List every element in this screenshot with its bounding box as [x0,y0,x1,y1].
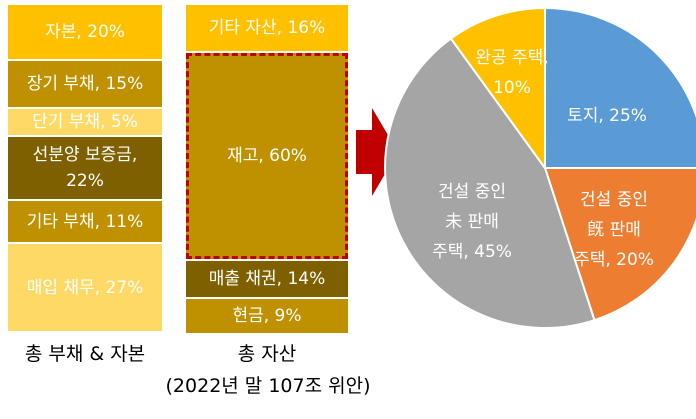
pie-slice-label-line: 10% [493,78,531,98]
pie-slice-label-line: 旣 판매 [587,220,641,240]
pie-slice-label-line: 未 판매 [445,212,499,232]
pie-slice-label-line: 완공 주택, [475,48,549,68]
segment-cash: 현금, 9% [186,299,348,333]
pie-slice-label-line: 주택, 20% [574,250,654,270]
segment-label: 기타 자산, 16% [208,18,326,38]
segment-label: 현금, 9% [232,306,302,326]
segment-receivables: 매출 채권, 14% [186,261,348,297]
pie-slice-label-line: 주택, 45% [432,242,512,262]
segment-label: 자본, 20% [45,22,125,42]
segment-label: 재고, 60% [227,146,307,166]
segment-label: 기타 부채, 11% [26,211,144,232]
segment-label: 매출 채권, 14% [208,269,326,289]
segment-label: 매입 채무, 27% [26,277,144,298]
pie-slice-land [544,6,696,169]
right-bar-caption-line1: 총 자산 [237,343,297,365]
segment-other-assets: 기타 자산, 16% [186,5,348,51]
segment-other-debt: 기타 부채, 11% [8,201,162,242]
segment-long-term-debt: 장기 부채, 15% [8,61,162,107]
segment-accounts-payable: 매입 채무, 27% [8,244,162,331]
segment-inventory: 재고, 60% [186,53,348,259]
segment-label-line2: 22% [66,171,104,191]
left-bar-caption: 총 부채 & 자본 [24,343,146,365]
pie-slice-label: 토지, 25% [567,101,647,131]
pie-slice-label-line: 건설 중인 [580,190,648,210]
segment-label: 단기 부채, 5% [32,112,138,132]
segment-short-term-debt: 단기 부채, 5% [8,109,162,135]
right-bar-caption-line2: (2022년 말 107조 위안) [165,375,371,397]
segment-presale-deposit: 선분양 보증금, 22% [8,137,162,199]
pie-slice-completed-housing [449,6,546,172]
pie-slice-label: 완공 주택, 10% [475,43,548,103]
pie-slice-unsold-under-construction [384,37,596,329]
segment-label: 장기 부채, 15% [26,74,144,94]
pie-slice-label-line: 토지, 25% [567,106,647,126]
pie-slice-label-line: 건설 중인 [438,182,506,202]
segment-equity: 자본, 20% [8,5,162,59]
segment-label-line1: 선분양 보증금, [32,145,138,165]
